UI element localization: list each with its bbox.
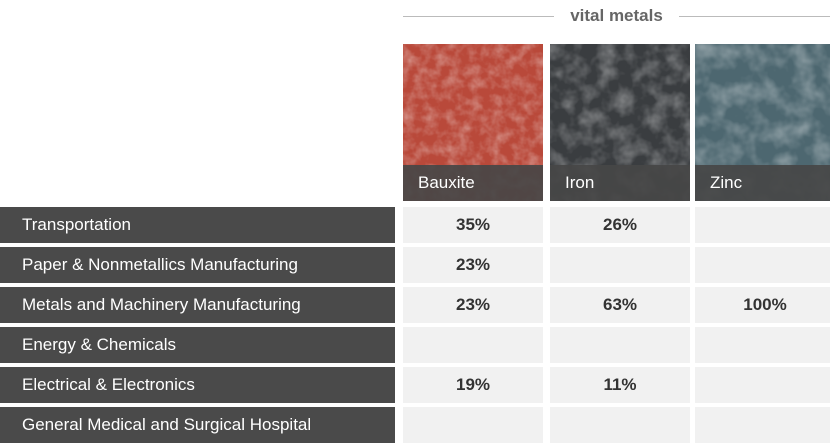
row-label: Electrical & Electronics [0, 367, 395, 403]
value-cell: 35% [403, 207, 543, 243]
value-cell [695, 247, 830, 283]
metal-column: Bauxite [403, 44, 543, 201]
value-cell: 23% [403, 287, 543, 323]
metal-column: Zinc [695, 44, 830, 201]
value-cell: 23% [403, 247, 543, 283]
value-cell [550, 247, 690, 283]
metal-column: Iron [550, 44, 690, 201]
row-label: Transportation [0, 207, 395, 243]
row-label: Paper & Nonmetallics Manufacturing [0, 247, 395, 283]
value-cell [550, 327, 690, 363]
value-cell [695, 367, 830, 403]
row-label: Energy & Chemicals [0, 327, 395, 363]
row-label: Metals and Machinery Manufacturing [0, 287, 395, 323]
value-cell: 11% [550, 367, 690, 403]
value-cell: 63% [550, 287, 690, 323]
value-cell: 26% [550, 207, 690, 243]
value-cell [403, 327, 543, 363]
header-title: vital metals [570, 6, 663, 25]
value-cell [550, 407, 690, 443]
value-cell [695, 407, 830, 443]
row-label: General Medical and Surgical Hospital [0, 407, 395, 443]
rule [403, 15, 555, 17]
header: vital metals [403, 4, 830, 28]
value-cell [695, 207, 830, 243]
column-label: Bauxite [403, 165, 543, 201]
value-cell: 19% [403, 367, 543, 403]
column-label: Iron [550, 165, 690, 201]
column-label: Zinc [695, 165, 830, 201]
value-cell [403, 407, 543, 443]
rule [678, 15, 830, 17]
value-cell [695, 327, 830, 363]
value-cell: 100% [695, 287, 830, 323]
